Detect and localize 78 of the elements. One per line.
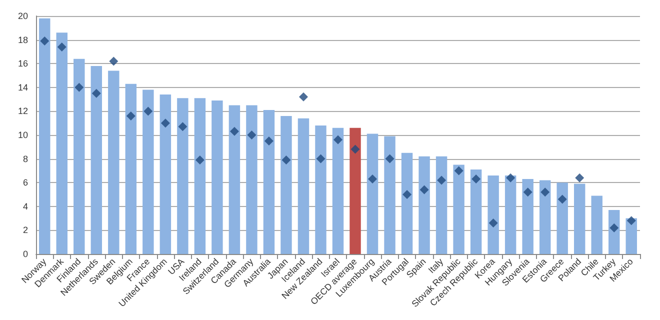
- point: [178, 122, 188, 132]
- bar: [56, 32, 68, 254]
- bar: [418, 156, 430, 254]
- bar: [280, 116, 292, 254]
- y-tick-label: 14: [18, 82, 28, 92]
- point: [402, 190, 412, 199]
- bar: [384, 136, 396, 254]
- bar: [608, 210, 620, 254]
- y-tick-label: 12: [18, 106, 28, 116]
- y-tick-label: 20: [18, 11, 28, 21]
- point: [540, 188, 550, 197]
- bar: [125, 84, 137, 254]
- bar: [39, 18, 50, 254]
- bar: [522, 179, 534, 254]
- y-tick-label: 8: [22, 154, 28, 164]
- point: [523, 188, 532, 197]
- point: [247, 130, 256, 140]
- bar: [228, 105, 240, 254]
- y-tick-label: 4: [22, 201, 28, 212]
- point: [126, 111, 136, 120]
- point: [472, 174, 481, 184]
- bar: [332, 128, 344, 254]
- bar: [246, 105, 258, 254]
- point: [558, 194, 567, 204]
- bar: [556, 182, 568, 254]
- point: [57, 42, 66, 52]
- bar: [591, 196, 602, 254]
- point: [109, 56, 118, 66]
- bar: [298, 118, 310, 254]
- bar: [470, 170, 482, 254]
- point: [385, 154, 394, 164]
- point: [92, 88, 101, 98]
- point: [488, 218, 498, 228]
- point: [144, 106, 153, 116]
- point: [368, 174, 378, 184]
- bar: [401, 152, 413, 254]
- bar: [488, 175, 499, 254]
- bar: [436, 156, 448, 254]
- point: [40, 36, 50, 46]
- bar: [142, 90, 154, 254]
- point: [334, 135, 342, 144]
- bar: [194, 98, 206, 254]
- bar: [574, 184, 586, 254]
- bar: [453, 164, 464, 254]
- point: [437, 176, 446, 185]
- point: [160, 118, 170, 128]
- bar: [366, 134, 378, 254]
- point: [282, 155, 291, 164]
- bar: [90, 66, 102, 254]
- point: [610, 223, 619, 232]
- bar: [504, 175, 516, 254]
- y-tick-label: 2: [22, 225, 28, 236]
- bar: [315, 125, 326, 254]
- point: [454, 166, 464, 176]
- y-tick-label: 0: [22, 249, 28, 259]
- y-tick-label: 16: [18, 58, 28, 69]
- y-tick-label: 6: [22, 178, 28, 188]
- bar: [263, 110, 275, 254]
- point: [74, 82, 84, 92]
- bar: [108, 70, 120, 254]
- point: [350, 144, 360, 154]
- bar: [350, 128, 361, 254]
- y-tick-label: 10: [18, 130, 28, 140]
- bar: [160, 94, 172, 254]
- point: [230, 126, 239, 136]
- bar: [539, 180, 551, 254]
- y-tick-label: 18: [18, 34, 28, 45]
- point: [420, 185, 429, 194]
- bar: [177, 98, 188, 254]
- point: [264, 136, 274, 146]
- point: [506, 173, 516, 182]
- point: [575, 173, 584, 182]
- point: [626, 216, 636, 226]
- bar: [74, 58, 85, 254]
- bar: [212, 100, 223, 254]
- point: [298, 92, 308, 102]
- point: [316, 154, 326, 164]
- point: [195, 155, 204, 164]
